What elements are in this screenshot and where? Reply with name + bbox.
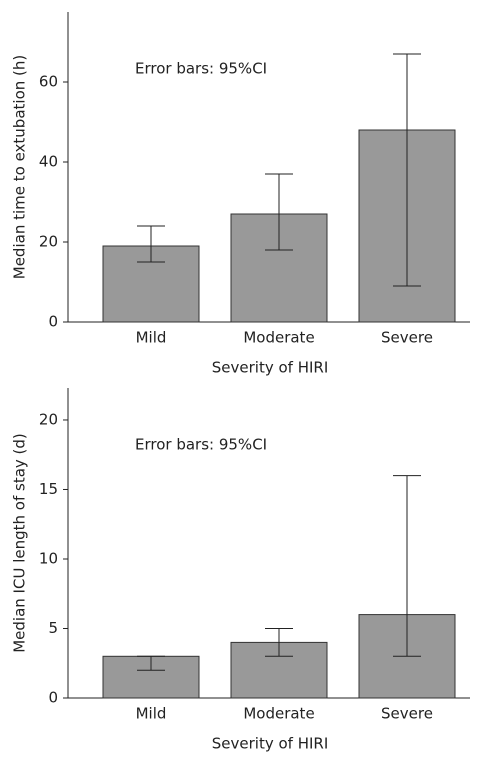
y-tick-label: 0 [48, 689, 58, 707]
x-tick-label: Severe [381, 329, 433, 347]
error-bar [393, 53, 421, 287]
error-bar [137, 225, 165, 263]
error-bar [393, 475, 421, 657]
x-tick-label: Moderate [243, 705, 314, 723]
y-tick-label: 20 [39, 233, 58, 251]
x-axis-title: Severity of HIRI [212, 359, 329, 377]
y-axis-title: Median time to extubation (h) [11, 55, 29, 279]
y-tick-label: 40 [39, 153, 58, 171]
y-tick-label: 15 [39, 480, 58, 498]
x-axis-title: Severity of HIRI [212, 735, 329, 753]
annotation: Error bars: 95%CI [135, 436, 267, 454]
x-tick-label: Moderate [243, 329, 314, 347]
y-tick-label: 10 [39, 549, 58, 567]
annotation: Error bars: 95%CI [135, 60, 267, 78]
x-tick-label: Severe [381, 705, 433, 723]
error-bar [265, 627, 293, 657]
error-bar [265, 173, 293, 251]
y-tick-label: 60 [39, 73, 58, 91]
y-axis-title: Median ICU length of stay (d) [11, 433, 29, 653]
x-tick-label: Mild [136, 705, 167, 723]
error-bar [137, 655, 165, 671]
y-tick-label: 20 [39, 410, 58, 428]
y-tick-label: 0 [48, 313, 58, 331]
x-tick-label: Mild [136, 329, 167, 347]
y-tick-label: 5 [48, 619, 58, 637]
